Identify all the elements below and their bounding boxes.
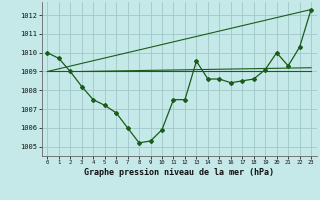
X-axis label: Graphe pression niveau de la mer (hPa): Graphe pression niveau de la mer (hPa) [84,168,274,177]
